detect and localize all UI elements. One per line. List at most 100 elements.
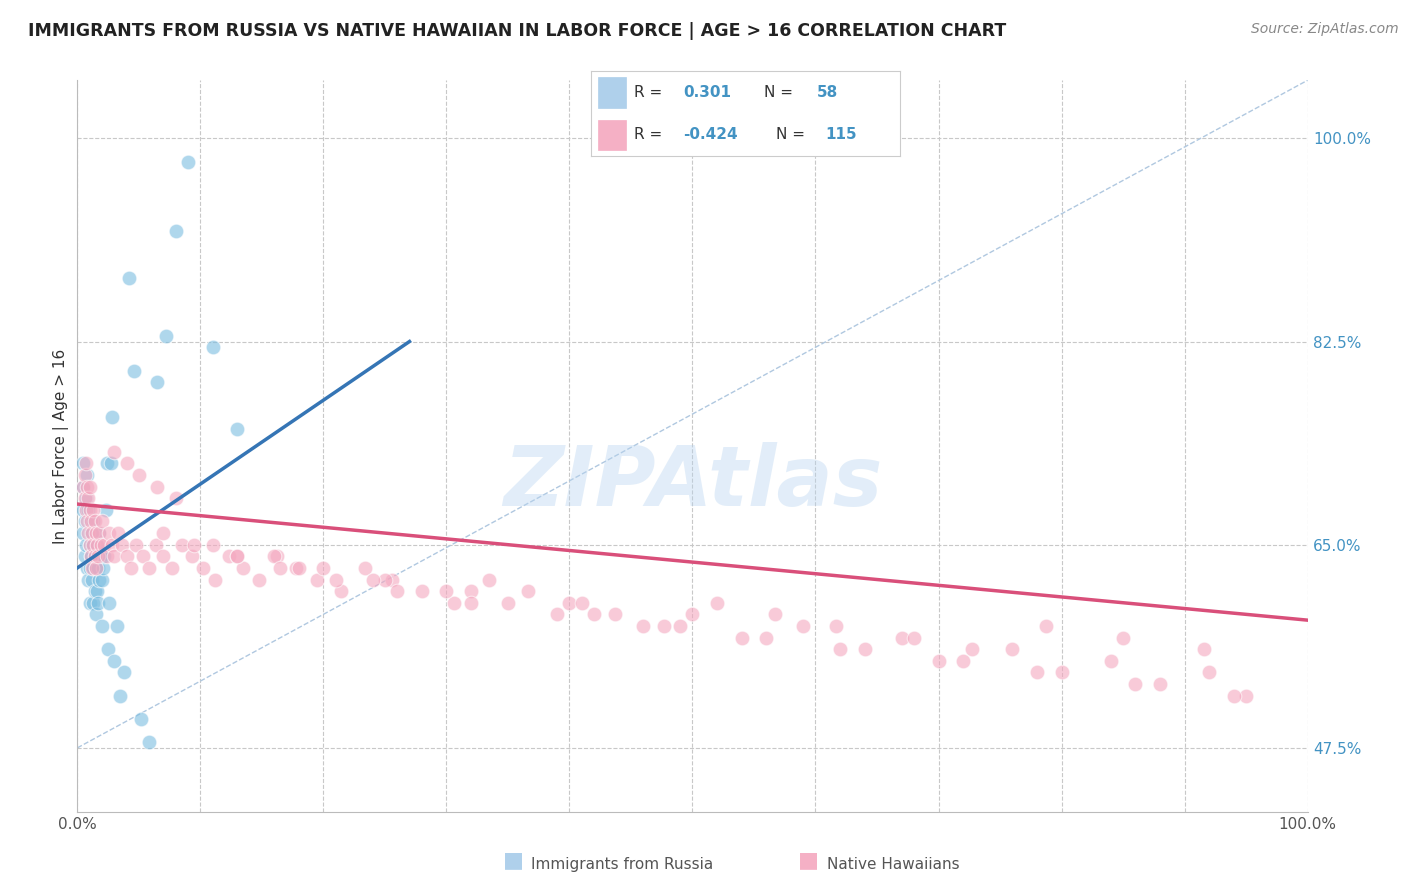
Point xyxy=(110,689,132,703)
Point xyxy=(122,363,145,377)
Point xyxy=(72,480,94,494)
Point xyxy=(73,491,96,506)
Point xyxy=(329,584,352,599)
Point xyxy=(79,480,101,494)
Point xyxy=(73,549,96,564)
Point xyxy=(1194,642,1216,657)
Point xyxy=(90,549,112,564)
Point xyxy=(84,526,107,541)
Point xyxy=(72,503,94,517)
Point xyxy=(165,491,187,506)
Point xyxy=(960,642,983,657)
Point xyxy=(269,561,291,575)
Point xyxy=(232,561,254,575)
Point xyxy=(218,549,240,564)
Point xyxy=(170,538,193,552)
Point xyxy=(443,596,465,610)
Point xyxy=(652,619,675,633)
Point xyxy=(84,561,107,575)
Point xyxy=(460,596,482,610)
Point xyxy=(86,538,108,552)
Point xyxy=(80,549,103,564)
Point xyxy=(80,549,103,564)
Point xyxy=(928,654,950,668)
Point xyxy=(682,607,704,622)
Text: 0.301: 0.301 xyxy=(683,85,731,100)
Point xyxy=(1035,619,1057,633)
Point xyxy=(83,584,105,599)
Point xyxy=(82,526,104,541)
Point xyxy=(763,607,786,622)
Point xyxy=(101,538,124,552)
Point xyxy=(82,538,104,552)
Point xyxy=(263,549,285,564)
Point xyxy=(226,421,249,435)
Point xyxy=(496,596,519,610)
Point xyxy=(82,573,104,587)
Point xyxy=(105,619,128,633)
Point xyxy=(354,561,377,575)
Point xyxy=(82,503,104,517)
Point xyxy=(361,573,384,587)
Point xyxy=(1234,689,1257,703)
Point xyxy=(76,561,98,575)
Point xyxy=(145,538,167,552)
Point xyxy=(76,468,98,483)
Point xyxy=(75,457,97,471)
Point xyxy=(73,515,96,529)
Point xyxy=(633,619,655,633)
Point xyxy=(93,538,115,552)
Point xyxy=(138,735,160,749)
Point xyxy=(731,631,754,645)
Point xyxy=(82,538,104,552)
Point xyxy=(89,526,111,541)
Point xyxy=(411,584,433,599)
Point xyxy=(288,561,311,575)
Point xyxy=(374,573,396,587)
Point xyxy=(79,538,101,552)
Point xyxy=(75,491,97,506)
Point xyxy=(183,538,205,552)
Point xyxy=(98,526,121,541)
Point xyxy=(131,712,153,726)
Point xyxy=(100,457,122,471)
Point xyxy=(77,573,100,587)
Text: Source: ZipAtlas.com: Source: ZipAtlas.com xyxy=(1251,22,1399,37)
Point xyxy=(285,561,308,575)
Point xyxy=(96,549,118,564)
Text: -0.424: -0.424 xyxy=(683,128,738,143)
Text: ZIPAtlas: ZIPAtlas xyxy=(503,442,882,523)
Point xyxy=(128,468,150,483)
Point xyxy=(87,561,110,575)
Point xyxy=(121,561,143,575)
Point xyxy=(103,654,125,668)
Point xyxy=(87,596,110,610)
Point xyxy=(1026,665,1049,680)
Point xyxy=(583,607,606,622)
Point xyxy=(138,561,160,575)
Point xyxy=(1001,642,1024,657)
Point xyxy=(1099,654,1122,668)
Point xyxy=(75,503,97,517)
Point xyxy=(706,596,728,610)
Point xyxy=(381,573,404,587)
Point xyxy=(853,642,876,657)
Point xyxy=(160,561,183,575)
Point xyxy=(91,561,114,575)
Point xyxy=(72,457,94,471)
Point xyxy=(460,584,482,599)
Text: 58: 58 xyxy=(817,85,838,100)
Point xyxy=(103,445,125,459)
Point xyxy=(76,515,98,529)
Point xyxy=(571,596,593,610)
Text: R =: R = xyxy=(634,85,666,100)
Point xyxy=(79,596,101,610)
Point xyxy=(103,549,125,564)
Point xyxy=(82,515,104,529)
Point xyxy=(131,549,153,564)
Point xyxy=(89,573,111,587)
Point xyxy=(115,457,138,471)
Point xyxy=(94,503,117,517)
Point xyxy=(825,619,848,633)
FancyBboxPatch shape xyxy=(599,120,626,150)
